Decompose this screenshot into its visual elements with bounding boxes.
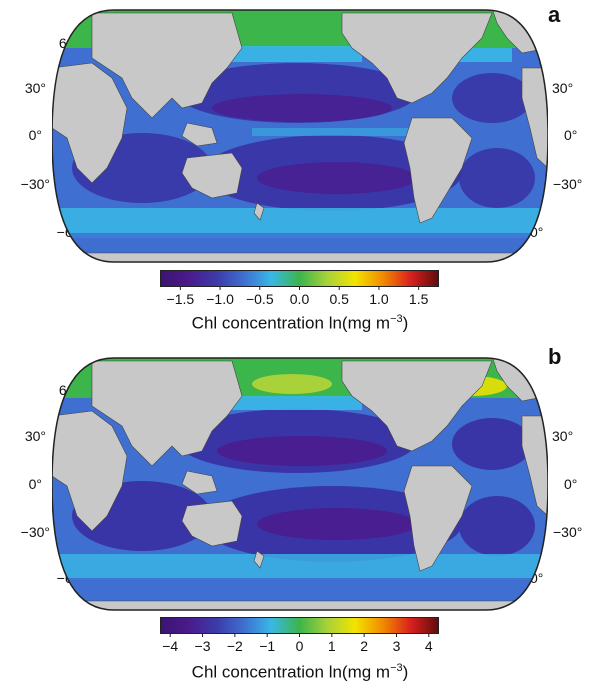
colorbar-tick-label: −0.5: [245, 291, 274, 307]
land-south-america-b: [403, 465, 473, 572]
panel-letter-b: b: [548, 344, 562, 369]
lat-label-30s-right: −30°: [553, 176, 583, 192]
land-north-america: [341, 12, 493, 104]
land-africa-b: [52, 410, 128, 532]
equatorial-upwelling: [252, 128, 452, 136]
map-frame-b: [52, 357, 548, 611]
north-atlantic-gyre-b: [452, 418, 532, 470]
south-pacific-gyre-core-b: [257, 508, 417, 540]
map-frame-a: [52, 9, 548, 263]
land-maritime-continent: [181, 122, 218, 147]
lat-label-0-right-b: 0°: [564, 476, 578, 492]
colorbar-tick-label: 1.0: [369, 291, 389, 307]
land-north-america-b: [341, 360, 493, 452]
land-eurasia-b: [91, 360, 243, 467]
colorbar-a-title-exp: −3: [390, 313, 403, 325]
lat-label-30s-left: −30°: [20, 176, 50, 192]
colorbar-b-title-exp: −3: [390, 662, 403, 674]
colorbar-b-title-main: Chl concentration ln(mg m: [191, 662, 391, 682]
north-atlantic-gyre: [452, 73, 532, 123]
land-africa-right-b: [521, 415, 548, 517]
colorbar-tick-label: 0.0: [289, 291, 310, 307]
lat-label-0-left-b: 0°: [28, 476, 42, 492]
colorbar-b-title: Chl concentration ln(mg m−3): [160, 662, 440, 683]
colorbar-tick-label: −2: [226, 638, 243, 654]
chlorophyll-map-a: [52, 9, 548, 263]
south-atlantic-gyre-b: [459, 496, 535, 556]
colorbar-b-gradient: [160, 617, 439, 634]
colorbar-tick-label: −1.5: [166, 291, 195, 307]
colorbar-tick-label: 0.5: [329, 291, 349, 307]
north-pacific-gyre-core-b: [217, 436, 387, 466]
panel-letter-a: a: [548, 2, 561, 27]
colorbar-tick-label: −3: [194, 638, 211, 654]
lat-label-30n-right-b: 30°: [552, 428, 574, 444]
chlorophyll-map-b: [52, 357, 548, 611]
colorbar-b: [160, 617, 439, 637]
colorbar-tick-label: 4: [424, 638, 433, 654]
lat-label-30n-right: 30°: [552, 80, 574, 96]
colorbar-tick-label: 3: [392, 638, 401, 654]
north-pacific-transition: [202, 46, 362, 62]
colorbar-tick-label: 0: [295, 638, 304, 654]
land-maritime-continent-b: [181, 470, 218, 495]
lat-label-30s-right-b: −30°: [553, 524, 583, 540]
land-south-america: [403, 117, 473, 224]
colorbar-a-gradient: [160, 270, 439, 287]
southern-ocean-outer-b: [52, 578, 548, 602]
colorbar-a-title-main: Chl concentration ln(mg m: [191, 313, 391, 333]
southern-ocean-outer: [52, 233, 548, 253]
north-pacific-transition-b: [212, 396, 362, 410]
bering-high-b: [252, 374, 332, 394]
lat-label-0-left: 0°: [28, 127, 42, 143]
land-africa-right: [521, 67, 548, 169]
lat-label-30n-left-b: 30°: [24, 428, 46, 444]
lat-label-30n-left: 30°: [24, 80, 46, 96]
south-pacific-gyre-core: [257, 162, 417, 194]
north-pacific-gyre-core: [212, 94, 392, 122]
land-africa: [52, 62, 128, 184]
colorbar-b-title-close: ): [402, 662, 409, 682]
colorbar-tick-label: −1.0: [206, 291, 234, 307]
lat-label-30s-left-b: −30°: [20, 524, 50, 540]
land-eurasia: [91, 12, 243, 119]
colorbar-a-title: Chl concentration ln(mg m−3): [160, 313, 440, 334]
south-atlantic-gyre: [459, 148, 535, 208]
land-new-zealand: [253, 202, 265, 221]
colorbar-tick-label: 1: [327, 638, 336, 654]
colorbar-tick-label: −1: [259, 638, 276, 654]
colorbar-tick-label: 1.5: [408, 291, 429, 307]
southern-ocean-band-b: [52, 554, 548, 580]
land-australia-b: [181, 500, 243, 547]
colorbar-a: [160, 270, 439, 290]
lat-label-0-right: 0°: [564, 127, 578, 143]
land-new-zealand-b: [253, 550, 265, 569]
land-australia: [181, 152, 243, 199]
colorbar-tick-label: 2: [360, 638, 369, 654]
colorbar-tick-label: −4: [162, 638, 179, 654]
colorbar-a-title-close: ): [402, 313, 409, 333]
